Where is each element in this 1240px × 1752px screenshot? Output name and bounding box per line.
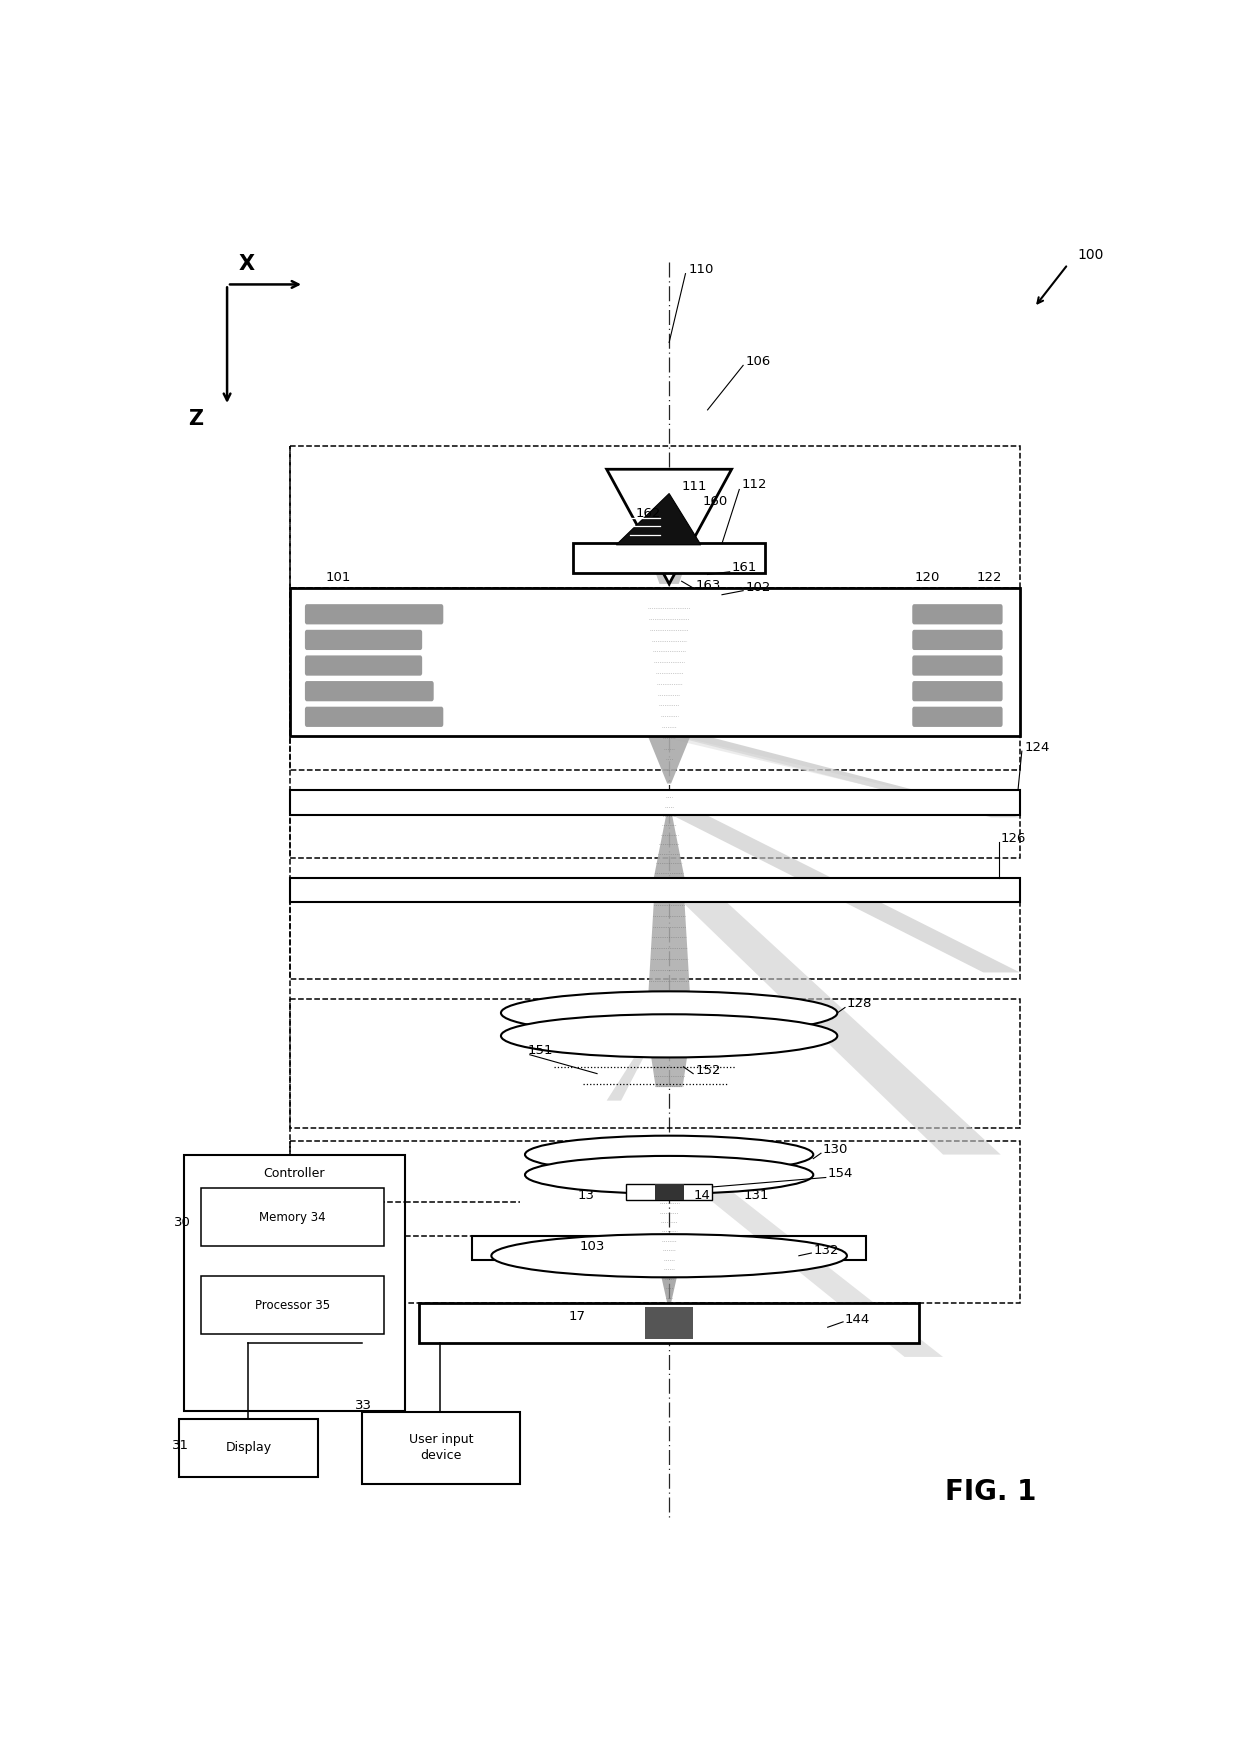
- Text: Processor 35: Processor 35: [255, 1300, 330, 1312]
- Polygon shape: [661, 1277, 677, 1303]
- Bar: [290, 790, 1021, 858]
- Bar: [290, 999, 1021, 1128]
- FancyBboxPatch shape: [305, 682, 434, 701]
- Ellipse shape: [501, 992, 837, 1034]
- Ellipse shape: [491, 1233, 847, 1277]
- Text: User input
device: User input device: [409, 1433, 474, 1463]
- FancyBboxPatch shape: [305, 629, 422, 650]
- Text: 124: 124: [1024, 741, 1050, 753]
- Bar: [290, 790, 1021, 815]
- Bar: [362, 1412, 521, 1484]
- FancyBboxPatch shape: [913, 629, 1003, 650]
- Text: 163: 163: [696, 578, 720, 592]
- Bar: [419, 1303, 919, 1344]
- Bar: [645, 1307, 693, 1339]
- FancyBboxPatch shape: [305, 655, 422, 676]
- Text: 31: 31: [172, 1440, 190, 1452]
- Text: 110: 110: [688, 263, 714, 277]
- FancyBboxPatch shape: [913, 655, 1003, 676]
- Polygon shape: [649, 552, 691, 583]
- Bar: [201, 1188, 383, 1246]
- Text: 161: 161: [732, 561, 756, 575]
- Text: 131: 131: [743, 1188, 769, 1202]
- Polygon shape: [649, 736, 691, 783]
- Bar: [290, 447, 1021, 589]
- Bar: [201, 1275, 383, 1333]
- Text: 100: 100: [1078, 247, 1104, 261]
- Ellipse shape: [525, 1135, 813, 1174]
- Ellipse shape: [501, 1014, 837, 1058]
- Text: 162: 162: [635, 508, 661, 520]
- Text: X: X: [238, 254, 254, 275]
- Text: 151: 151: [528, 1044, 553, 1056]
- Bar: [290, 589, 1021, 736]
- FancyBboxPatch shape: [305, 604, 444, 624]
- Text: 102: 102: [746, 582, 771, 594]
- Polygon shape: [671, 739, 991, 811]
- Text: 14: 14: [693, 1188, 711, 1202]
- Bar: [655, 1184, 683, 1200]
- Polygon shape: [649, 902, 691, 999]
- Text: 154: 154: [828, 1167, 853, 1179]
- Polygon shape: [649, 1035, 691, 1086]
- Text: Memory 34: Memory 34: [259, 1211, 326, 1225]
- Text: 128: 128: [847, 997, 872, 1009]
- Bar: [184, 1155, 404, 1410]
- Text: 13: 13: [578, 1188, 595, 1202]
- Text: 17: 17: [568, 1310, 585, 1323]
- Text: 111: 111: [682, 480, 707, 494]
- Polygon shape: [656, 1176, 682, 1200]
- Text: 120: 120: [914, 571, 940, 583]
- Polygon shape: [681, 1176, 942, 1356]
- Bar: [290, 878, 1021, 979]
- Bar: [179, 1419, 319, 1477]
- Text: 144: 144: [844, 1312, 870, 1326]
- Polygon shape: [606, 1035, 655, 1100]
- Bar: [290, 878, 1021, 902]
- FancyBboxPatch shape: [913, 682, 1003, 701]
- Bar: [650, 1235, 688, 1260]
- FancyBboxPatch shape: [913, 604, 1003, 624]
- Bar: [472, 1235, 866, 1260]
- Polygon shape: [606, 470, 732, 583]
- Text: Controller: Controller: [264, 1167, 325, 1179]
- Text: 152: 152: [696, 1065, 720, 1077]
- Text: 30: 30: [174, 1216, 191, 1228]
- Text: 112: 112: [742, 478, 766, 491]
- Bar: [290, 1141, 1021, 1303]
- Text: 122: 122: [977, 571, 1002, 583]
- Bar: [290, 589, 1021, 771]
- Text: FIG. 1: FIG. 1: [945, 1479, 1037, 1505]
- FancyBboxPatch shape: [913, 706, 1003, 727]
- Text: 126: 126: [1001, 832, 1025, 846]
- Text: 33: 33: [355, 1400, 372, 1412]
- Text: 101: 101: [326, 571, 351, 583]
- Text: Display: Display: [226, 1442, 272, 1454]
- Ellipse shape: [525, 1156, 813, 1193]
- Polygon shape: [616, 494, 701, 545]
- FancyBboxPatch shape: [305, 706, 444, 727]
- Text: 103: 103: [580, 1240, 605, 1253]
- Text: 132: 132: [813, 1244, 838, 1256]
- Polygon shape: [675, 736, 1019, 816]
- Text: 130: 130: [823, 1142, 848, 1156]
- Text: Z: Z: [187, 410, 203, 429]
- Bar: [626, 1184, 712, 1200]
- Polygon shape: [653, 815, 684, 878]
- Text: 106: 106: [746, 356, 771, 368]
- Polygon shape: [671, 815, 1019, 972]
- Text: 160: 160: [703, 496, 728, 508]
- Polygon shape: [682, 902, 1001, 1155]
- Bar: [573, 543, 765, 573]
